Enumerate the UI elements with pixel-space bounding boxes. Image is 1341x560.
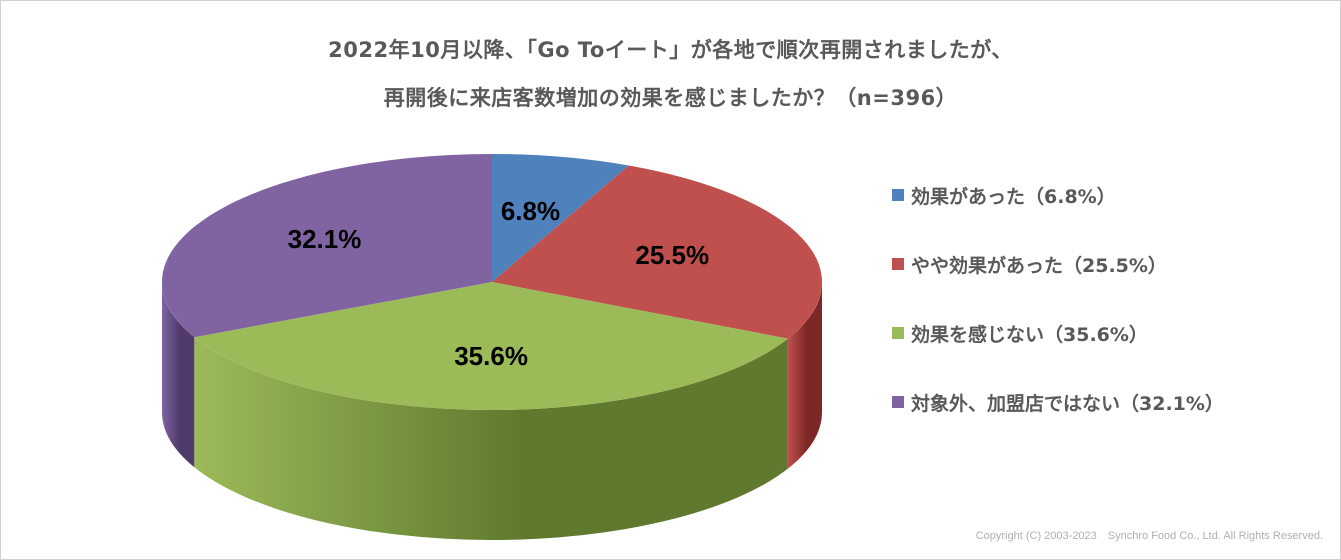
legend-label: 効果があった（6.8%） [911,185,1116,208]
data-label-3: 35.6% [454,341,528,371]
pie-slice-2 [492,165,822,339]
pie-side-faces [162,282,822,540]
chart-legend: 効果があった（6.8%） やや効果があった（25.5%） 効果を感じない（35.… [892,178,1224,454]
pie-slice-4 [162,154,492,338]
legend-label: 対象外、加盟店ではない（32.1%） [911,392,1224,415]
pie-top-faces [162,154,822,410]
legend-swatch [892,258,904,270]
pie-side-3 [194,337,788,540]
legend-item: やや効果があった（25.5%） [892,247,1224,281]
pie-slice-3 [194,282,788,410]
chart-title-line-2: 再開後に来店客数増加の効果を感じましたか？（n=396） [383,86,958,110]
legend-swatch [892,396,904,408]
legend-item: 効果を感じない（35.6%） [892,316,1224,350]
legend-label: 効果を感じない（35.6%） [911,323,1148,346]
pie-slice-1 [492,154,629,282]
data-label-2: 25.5% [635,240,709,270]
pie-side-2 [787,282,822,469]
legend-label: やや効果があった（25.5%） [911,254,1167,277]
pie-side-4 [162,282,195,468]
legend-swatch [892,189,904,201]
chart-title-line-1: 2022年10月以降、「Go Toイート」が各地で順次再開されましたが、 [328,38,1013,62]
data-label-4: 32.1% [288,224,362,254]
legend-item: 対象外、加盟店ではない（32.1%） [892,385,1224,419]
copyright-notice: Copyright (C) 2003-2023 Synchro Food Co.… [975,530,1323,542]
legend-item: 効果があった（6.8%） [892,178,1224,212]
data-label-1: 6.8% [501,196,560,226]
legend-swatch [892,327,904,339]
